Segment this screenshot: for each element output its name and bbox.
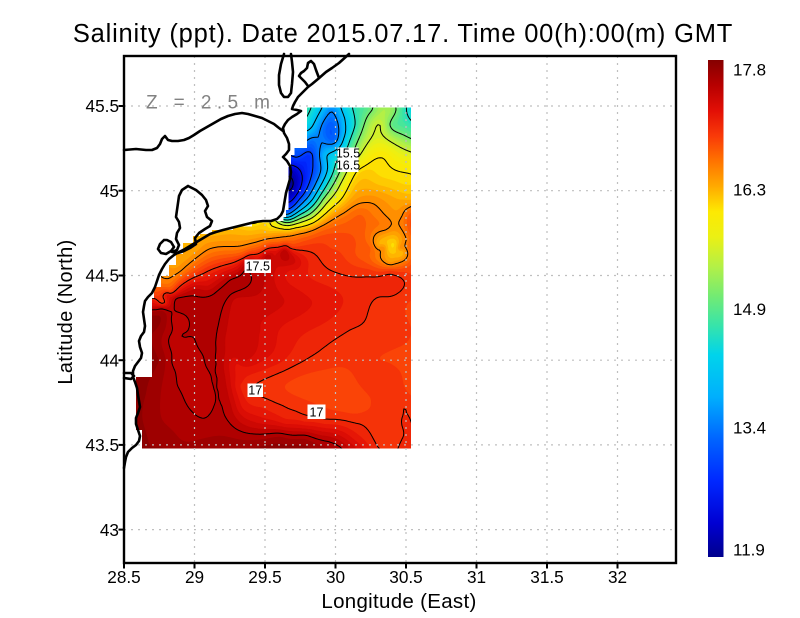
svg-text:32: 32 bbox=[608, 567, 627, 587]
svg-text:15.5: 15.5 bbox=[336, 147, 360, 161]
svg-text:16.5: 16.5 bbox=[336, 159, 360, 173]
svg-text:11.9: 11.9 bbox=[733, 541, 765, 560]
svg-text:13.4: 13.4 bbox=[733, 419, 766, 438]
svg-text:Latitude (North): Latitude (North) bbox=[55, 239, 77, 384]
svg-text:17.5: 17.5 bbox=[246, 260, 270, 274]
svg-text:43: 43 bbox=[100, 520, 119, 540]
svg-text:17: 17 bbox=[248, 384, 262, 398]
svg-text:29.5: 29.5 bbox=[248, 567, 281, 587]
svg-text:45.5: 45.5 bbox=[86, 96, 119, 116]
svg-text:17.8: 17.8 bbox=[733, 61, 766, 80]
svg-text:16.3: 16.3 bbox=[733, 181, 766, 200]
svg-text:28.5: 28.5 bbox=[107, 567, 140, 587]
svg-text:44.5: 44.5 bbox=[86, 266, 119, 286]
svg-text:31: 31 bbox=[467, 567, 486, 587]
svg-text:Salinity (ppt). Date 2015.07.1: Salinity (ppt). Date 2015.07.17. Time 00… bbox=[73, 20, 733, 48]
svg-text:17: 17 bbox=[310, 406, 324, 420]
svg-text:Z = 2.5 m: Z = 2.5 m bbox=[146, 93, 275, 114]
svg-text:14.9: 14.9 bbox=[733, 300, 766, 319]
svg-text:43.5: 43.5 bbox=[86, 435, 119, 455]
svg-text:29: 29 bbox=[185, 567, 204, 587]
svg-text:44: 44 bbox=[100, 350, 120, 370]
svg-text:45: 45 bbox=[100, 181, 119, 201]
svg-text:Longitude (East): Longitude (East) bbox=[321, 590, 476, 613]
svg-text:31.5: 31.5 bbox=[530, 567, 563, 587]
svg-text:30: 30 bbox=[326, 567, 345, 587]
svg-text:30.5: 30.5 bbox=[389, 567, 422, 587]
